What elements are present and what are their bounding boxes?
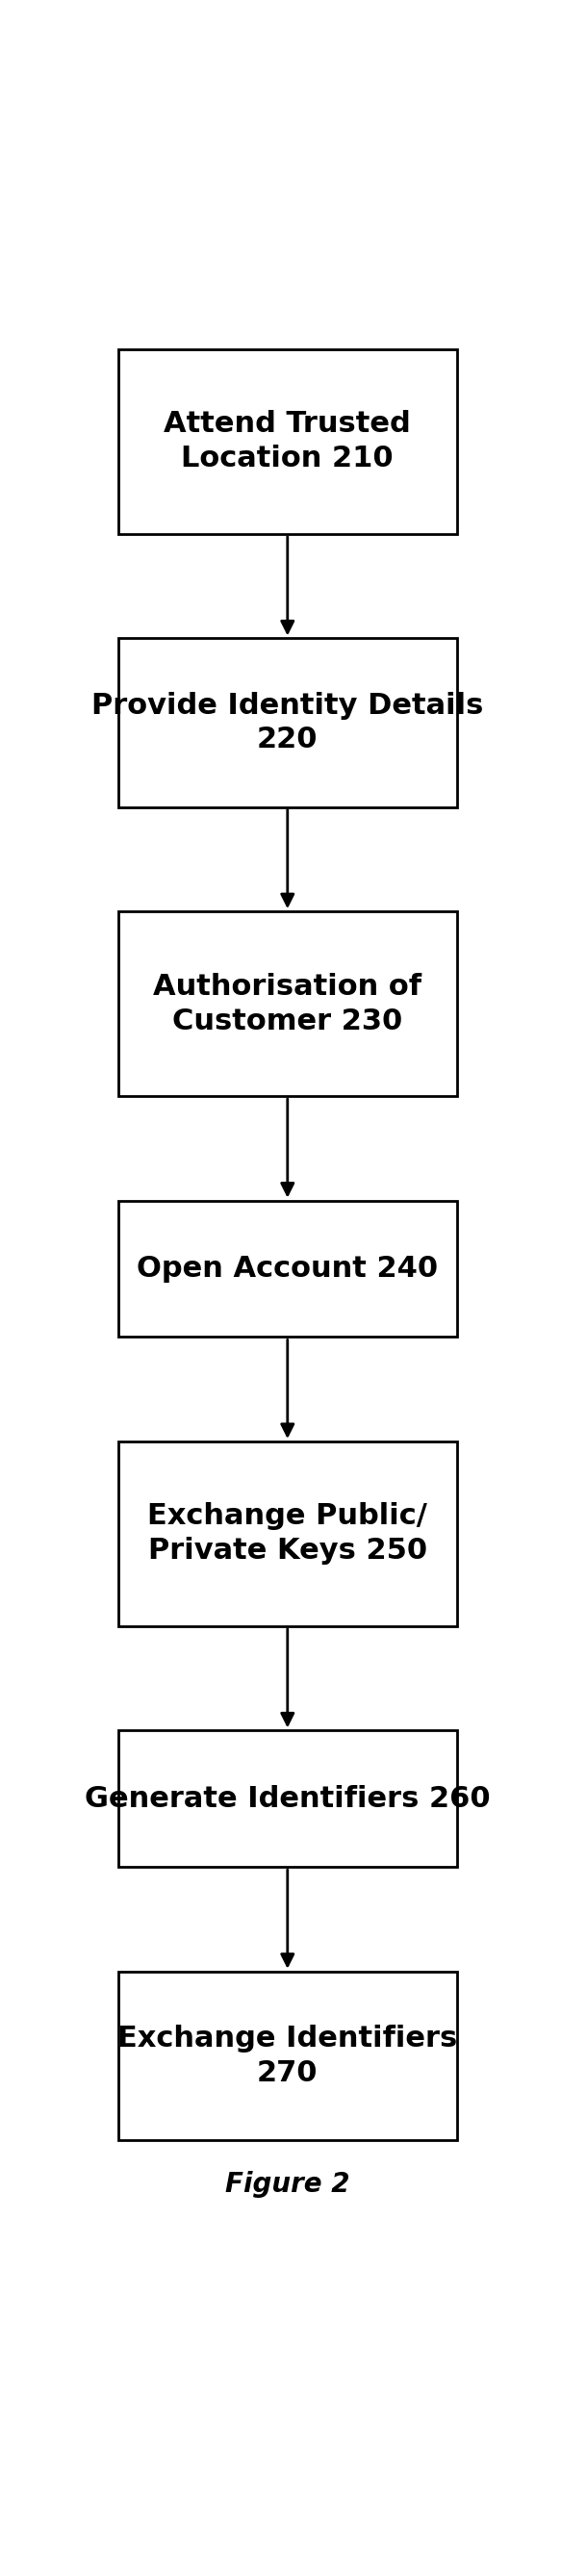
Text: Exchange Identifiers
270: Exchange Identifiers 270 <box>118 2025 457 2087</box>
FancyBboxPatch shape <box>118 350 457 533</box>
Text: Attend Trusted
Location 210: Attend Trusted Location 210 <box>164 410 411 474</box>
Text: Generate Identifiers 260: Generate Identifiers 260 <box>85 1785 490 1814</box>
Text: Open Account 240: Open Account 240 <box>137 1255 438 1283</box>
FancyBboxPatch shape <box>118 1731 457 1868</box>
FancyBboxPatch shape <box>118 1443 457 1625</box>
FancyBboxPatch shape <box>118 1200 457 1337</box>
FancyBboxPatch shape <box>118 639 457 806</box>
Text: Authorisation of
Customer 230: Authorisation of Customer 230 <box>153 974 422 1036</box>
FancyBboxPatch shape <box>118 912 457 1097</box>
Text: Figure 2: Figure 2 <box>225 2172 350 2197</box>
Text: Provide Identity Details
220: Provide Identity Details 220 <box>91 690 484 755</box>
FancyBboxPatch shape <box>118 1971 457 2141</box>
Text: Exchange Public/
Private Keys 250: Exchange Public/ Private Keys 250 <box>148 1502 427 1566</box>
